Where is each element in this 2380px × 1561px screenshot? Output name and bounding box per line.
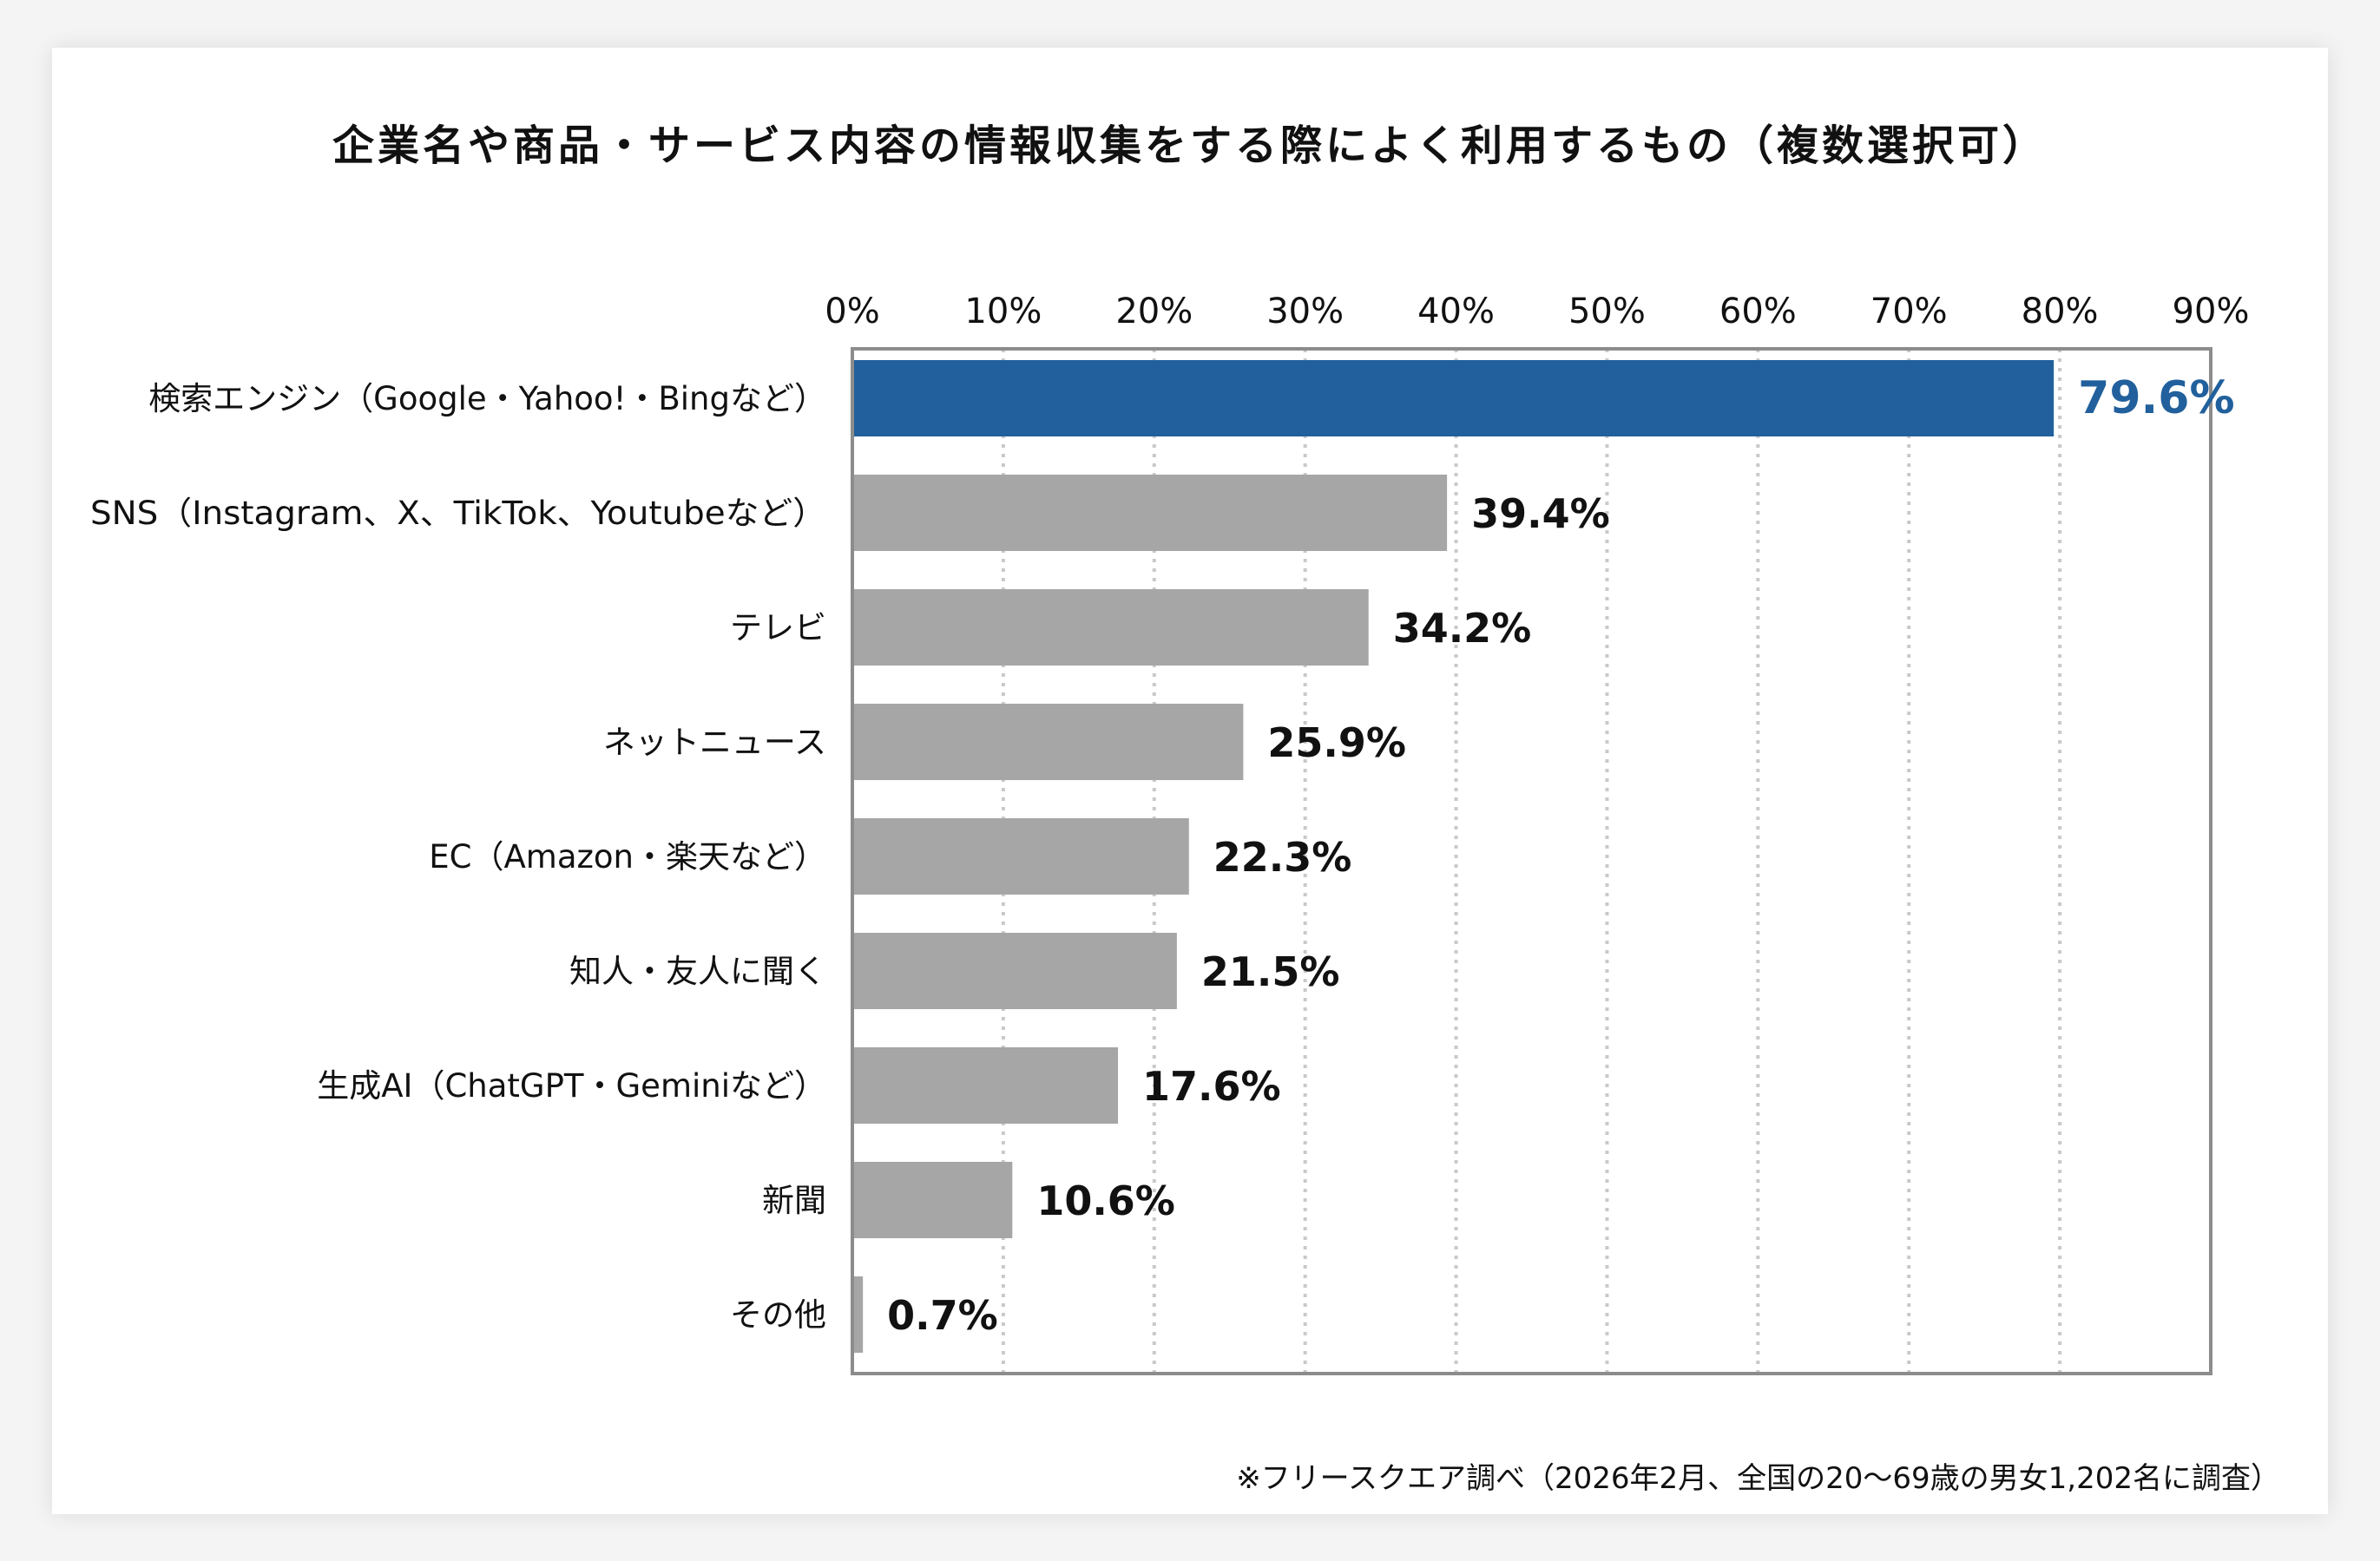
x-tick-label: 0% — [825, 292, 879, 331]
bar — [852, 818, 1189, 895]
x-tick-label: 30% — [1266, 292, 1344, 331]
data-label: 25.9% — [1267, 719, 1406, 766]
bar — [852, 1047, 1119, 1124]
x-tick-label: 80% — [2022, 292, 2099, 331]
category-label: SNS（Instagram、X、TikTok、Youtubeなど） — [90, 495, 826, 532]
category-label: その他 — [730, 1296, 826, 1334]
category-label: EC（Amazon・楽天など） — [429, 838, 826, 876]
bar — [852, 933, 1177, 1009]
category-label: 検索エンジン（Google・Yahoo!・Bingなど） — [148, 380, 826, 417]
x-tick-label: 40% — [1417, 292, 1495, 331]
category-label: 生成AI（ChatGPT・Geminiなど） — [317, 1067, 826, 1105]
bar — [852, 360, 2055, 436]
data-label: 79.6% — [2078, 372, 2234, 424]
chart-card — [52, 48, 2328, 1514]
data-label: 10.6% — [1036, 1177, 1175, 1224]
x-tick-label: 20% — [1115, 292, 1193, 331]
category-label: 新聞 — [762, 1182, 826, 1219]
category-label: 知人・友人に聞く — [569, 953, 826, 990]
plot-frame — [851, 347, 2212, 1375]
x-tick-label: 90% — [2173, 292, 2250, 331]
bar — [852, 1276, 864, 1353]
data-label: 39.4% — [1471, 490, 1610, 537]
data-label: 17.6% — [1142, 1063, 1281, 1110]
bar — [852, 475, 1448, 551]
data-label: 0.7% — [887, 1292, 998, 1339]
x-tick-label: 50% — [1568, 292, 1646, 331]
x-tick-label: 60% — [1719, 292, 1797, 331]
x-tick-label: 10% — [964, 292, 1042, 331]
x-tick-label: 70% — [1870, 292, 1948, 331]
bar — [852, 704, 1244, 780]
bar — [852, 589, 1369, 666]
data-label: 34.2% — [1393, 605, 1532, 652]
source-note: ※フリースクエア調べ（2026年2月、全国の20～69歳の男女1,202名に調査… — [1236, 1461, 2280, 1496]
data-label: 21.5% — [1201, 948, 1340, 995]
category-label: テレビ — [730, 609, 826, 646]
bar — [852, 1162, 1013, 1238]
category-label: ネットニュース — [603, 724, 826, 761]
chart-title: 企業名や商品・サービス内容の情報収集をする際によく利用するもの（複数選択可） — [332, 121, 2048, 170]
data-label: 22.3% — [1213, 834, 1352, 881]
